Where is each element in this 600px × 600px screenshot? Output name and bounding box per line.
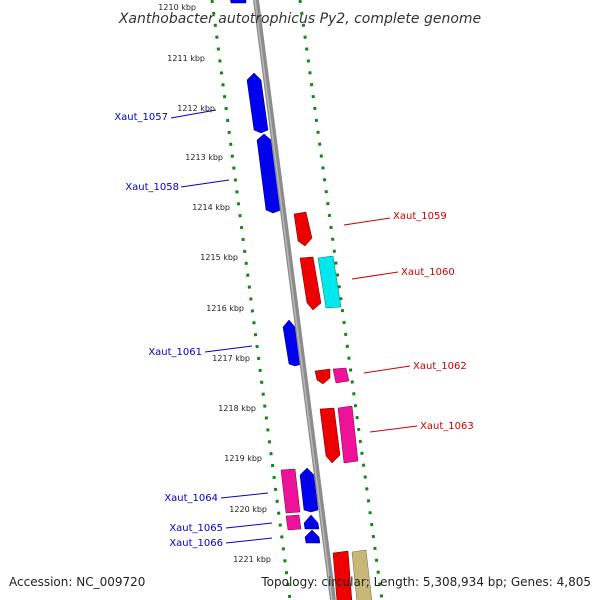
gene-feature-xaut-1063-magenta[interactable] bbox=[337, 405, 359, 464]
genome-backbone-highlight bbox=[254, 0, 333, 600]
left-dotted-track bbox=[210, 0, 292, 600]
gene-feature-xaut-1057[interactable] bbox=[246, 72, 269, 134]
kbp-tick-label: 1221 kbp bbox=[233, 555, 271, 564]
leader-line bbox=[363, 365, 411, 374]
kbp-tick-label: 1214 kbp bbox=[192, 203, 230, 212]
genome-backbone bbox=[253, 0, 336, 600]
accession-text: Accession: NC_009720 bbox=[9, 575, 145, 589]
gene-label-xaut-1058[interactable]: Xaut_1058 bbox=[125, 182, 179, 193]
leader-lines bbox=[170, 109, 418, 544]
gene-label-xaut-1065[interactable]: Xaut_1065 bbox=[169, 523, 223, 534]
leader-line bbox=[220, 492, 269, 499]
kbp-tick-label: 1216 kbp bbox=[206, 304, 244, 313]
genome-title: Xanthobacter autotrophicus Py2, complete… bbox=[118, 11, 481, 27]
leader-line bbox=[225, 522, 273, 529]
right-dotted-track bbox=[298, 0, 384, 600]
gene-feature-xaut-1063[interactable] bbox=[319, 407, 341, 464]
gene-feature-xaut-1062[interactable] bbox=[314, 368, 331, 385]
gene-feature-xaut-1060[interactable] bbox=[299, 256, 322, 311]
gene-feature-xaut-1059[interactable] bbox=[293, 211, 313, 247]
kbp-tick-label: 1217 kbp bbox=[212, 354, 250, 363]
gene-label-xaut-1066[interactable]: Xaut_1066 bbox=[169, 538, 223, 549]
leader-line bbox=[204, 345, 253, 353]
gene-label-xaut-1063[interactable]: Xaut_1063 bbox=[420, 421, 474, 432]
gene-feature-xaut-1066[interactable] bbox=[304, 529, 321, 544]
kbp-tick-label: 1215 kbp bbox=[200, 253, 238, 262]
gene-label-xaut-1060[interactable]: Xaut_1060 bbox=[401, 267, 455, 278]
gene-labels: Xaut_1057 Xaut_1058 Xaut_1059 Xaut_1060 … bbox=[114, 112, 473, 549]
kbp-tick-label: 1219 kbp bbox=[224, 454, 262, 463]
leader-line bbox=[225, 537, 273, 544]
gene-label-xaut-1059[interactable]: Xaut_1059 bbox=[393, 211, 447, 222]
gene-feature[interactable] bbox=[351, 549, 373, 600]
leader-line bbox=[170, 109, 217, 119]
kbp-tick-label: 1210 kbp bbox=[158, 3, 196, 12]
gene-feature-xaut-1065[interactable] bbox=[285, 514, 302, 531]
kbp-tick-label: 1213 kbp bbox=[185, 153, 223, 162]
leader-line bbox=[369, 425, 418, 433]
gene-feature-xaut-1065-blue[interactable] bbox=[303, 514, 320, 530]
kbp-tick-label: 1211 kbp bbox=[167, 54, 205, 63]
gene-feature-xaut-1064[interactable] bbox=[280, 468, 301, 514]
gene-label-xaut-1061[interactable]: Xaut_1061 bbox=[148, 347, 202, 358]
kbp-tick-labels: 1210 kbp 1211 kbp 1212 kbp 1213 kbp 1214… bbox=[158, 3, 271, 564]
gene-feature[interactable] bbox=[332, 550, 353, 600]
leader-line bbox=[180, 179, 230, 188]
kbp-tick-label: 1220 kbp bbox=[229, 505, 267, 514]
leader-line bbox=[351, 271, 399, 280]
kbp-tick-label: 1212 kbp bbox=[177, 104, 215, 113]
gene-feature-xaut-1060-cyan[interactable] bbox=[317, 255, 342, 309]
gene-label-xaut-1064[interactable]: Xaut_1064 bbox=[164, 493, 218, 504]
gene-label-xaut-1062[interactable]: Xaut_1062 bbox=[413, 361, 467, 372]
gene-label-xaut-1057[interactable]: Xaut_1057 bbox=[114, 112, 168, 123]
gene-feature-xaut-1064-blue[interactable] bbox=[299, 467, 319, 513]
leader-line bbox=[343, 217, 391, 226]
kbp-tick-label: 1218 kbp bbox=[218, 404, 256, 413]
gene-feature[interactable] bbox=[230, 0, 247, 4]
topology-text: Topology: circular; Length: 5,308,934 bp… bbox=[260, 575, 591, 589]
gene-features bbox=[230, 0, 373, 600]
gene-feature-xaut-1062-magenta[interactable] bbox=[332, 367, 350, 384]
